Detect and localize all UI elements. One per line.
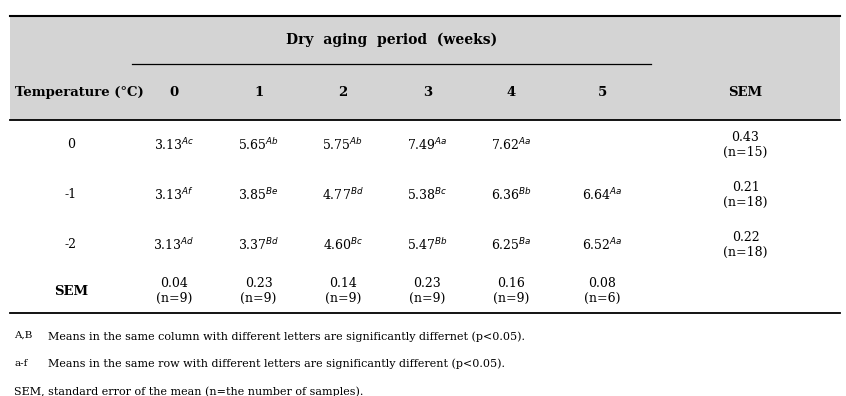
Text: 0.23
(n=9): 0.23 (n=9) xyxy=(240,277,277,305)
Text: 6.52$^{Aa}$: 6.52$^{Aa}$ xyxy=(582,237,623,253)
Text: 0.08
(n=6): 0.08 (n=6) xyxy=(584,277,620,305)
Text: 7.62$^{Aa}$: 7.62$^{Aa}$ xyxy=(492,137,532,153)
Text: 5: 5 xyxy=(597,86,607,99)
Text: 5.47$^{Bb}$: 5.47$^{Bb}$ xyxy=(407,237,448,253)
Text: Temperature (°C): Temperature (°C) xyxy=(15,86,144,99)
Text: 5.75$^{Ab}$: 5.75$^{Ab}$ xyxy=(322,137,364,153)
Text: SEM: SEM xyxy=(728,86,762,99)
Bar xyxy=(10,16,840,120)
Text: 3: 3 xyxy=(423,86,431,99)
Text: 5.65$^{Ab}$: 5.65$^{Ab}$ xyxy=(238,137,279,153)
Text: 4.60$^{Bc}$: 4.60$^{Bc}$ xyxy=(322,237,363,253)
Text: 0.21
(n=18): 0.21 (n=18) xyxy=(723,181,768,209)
Text: 0.23
(n=9): 0.23 (n=9) xyxy=(409,277,445,305)
Text: 0.16
(n=9): 0.16 (n=9) xyxy=(493,277,530,305)
Text: 1: 1 xyxy=(254,86,263,99)
Text: Means in the same column with different letters are significantly differnet (p<0: Means in the same column with different … xyxy=(41,331,525,342)
Text: 5.38$^{Bc}$: 5.38$^{Bc}$ xyxy=(407,187,448,203)
Text: 6.64$^{Aa}$: 6.64$^{Aa}$ xyxy=(582,187,623,203)
Text: 2: 2 xyxy=(338,86,348,99)
Text: 7.49$^{Aa}$: 7.49$^{Aa}$ xyxy=(407,137,448,153)
Text: 3.13$^{Af}$: 3.13$^{Af}$ xyxy=(154,187,195,203)
Text: Dry  aging  period  (weeks): Dry aging period (weeks) xyxy=(286,33,497,48)
Text: 3.85$^{Be}$: 3.85$^{Be}$ xyxy=(239,187,279,203)
Text: -1: -1 xyxy=(65,188,77,202)
Text: 0.04
(n=9): 0.04 (n=9) xyxy=(156,277,192,305)
Text: SEM, standard error of the mean (n=the number of samples).: SEM, standard error of the mean (n=the n… xyxy=(14,386,364,396)
Text: Means in the same row with different letters are significantly different (p<0.05: Means in the same row with different let… xyxy=(41,359,505,369)
Text: a-f: a-f xyxy=(14,359,27,368)
Text: 0: 0 xyxy=(170,86,179,99)
Text: 3.37$^{Bd}$: 3.37$^{Bd}$ xyxy=(238,237,279,253)
Text: 3.13$^{Ad}$: 3.13$^{Ad}$ xyxy=(153,237,195,253)
Text: SEM: SEM xyxy=(54,285,88,298)
Text: 3.13$^{Ac}$: 3.13$^{Ac}$ xyxy=(154,137,195,153)
Text: -2: -2 xyxy=(65,238,77,251)
Text: 0.22
(n=18): 0.22 (n=18) xyxy=(723,231,768,259)
Text: 6.36$^{Bb}$: 6.36$^{Bb}$ xyxy=(491,187,532,203)
Text: 4.77$^{Bd}$: 4.77$^{Bd}$ xyxy=(322,187,364,203)
Text: 0.14
(n=9): 0.14 (n=9) xyxy=(325,277,361,305)
Text: 4: 4 xyxy=(507,86,516,99)
Text: 0: 0 xyxy=(67,139,75,151)
Text: 6.25$^{Ba}$: 6.25$^{Ba}$ xyxy=(492,237,532,253)
Text: 0.43
(n=15): 0.43 (n=15) xyxy=(723,131,767,159)
Text: A,B: A,B xyxy=(14,331,32,340)
